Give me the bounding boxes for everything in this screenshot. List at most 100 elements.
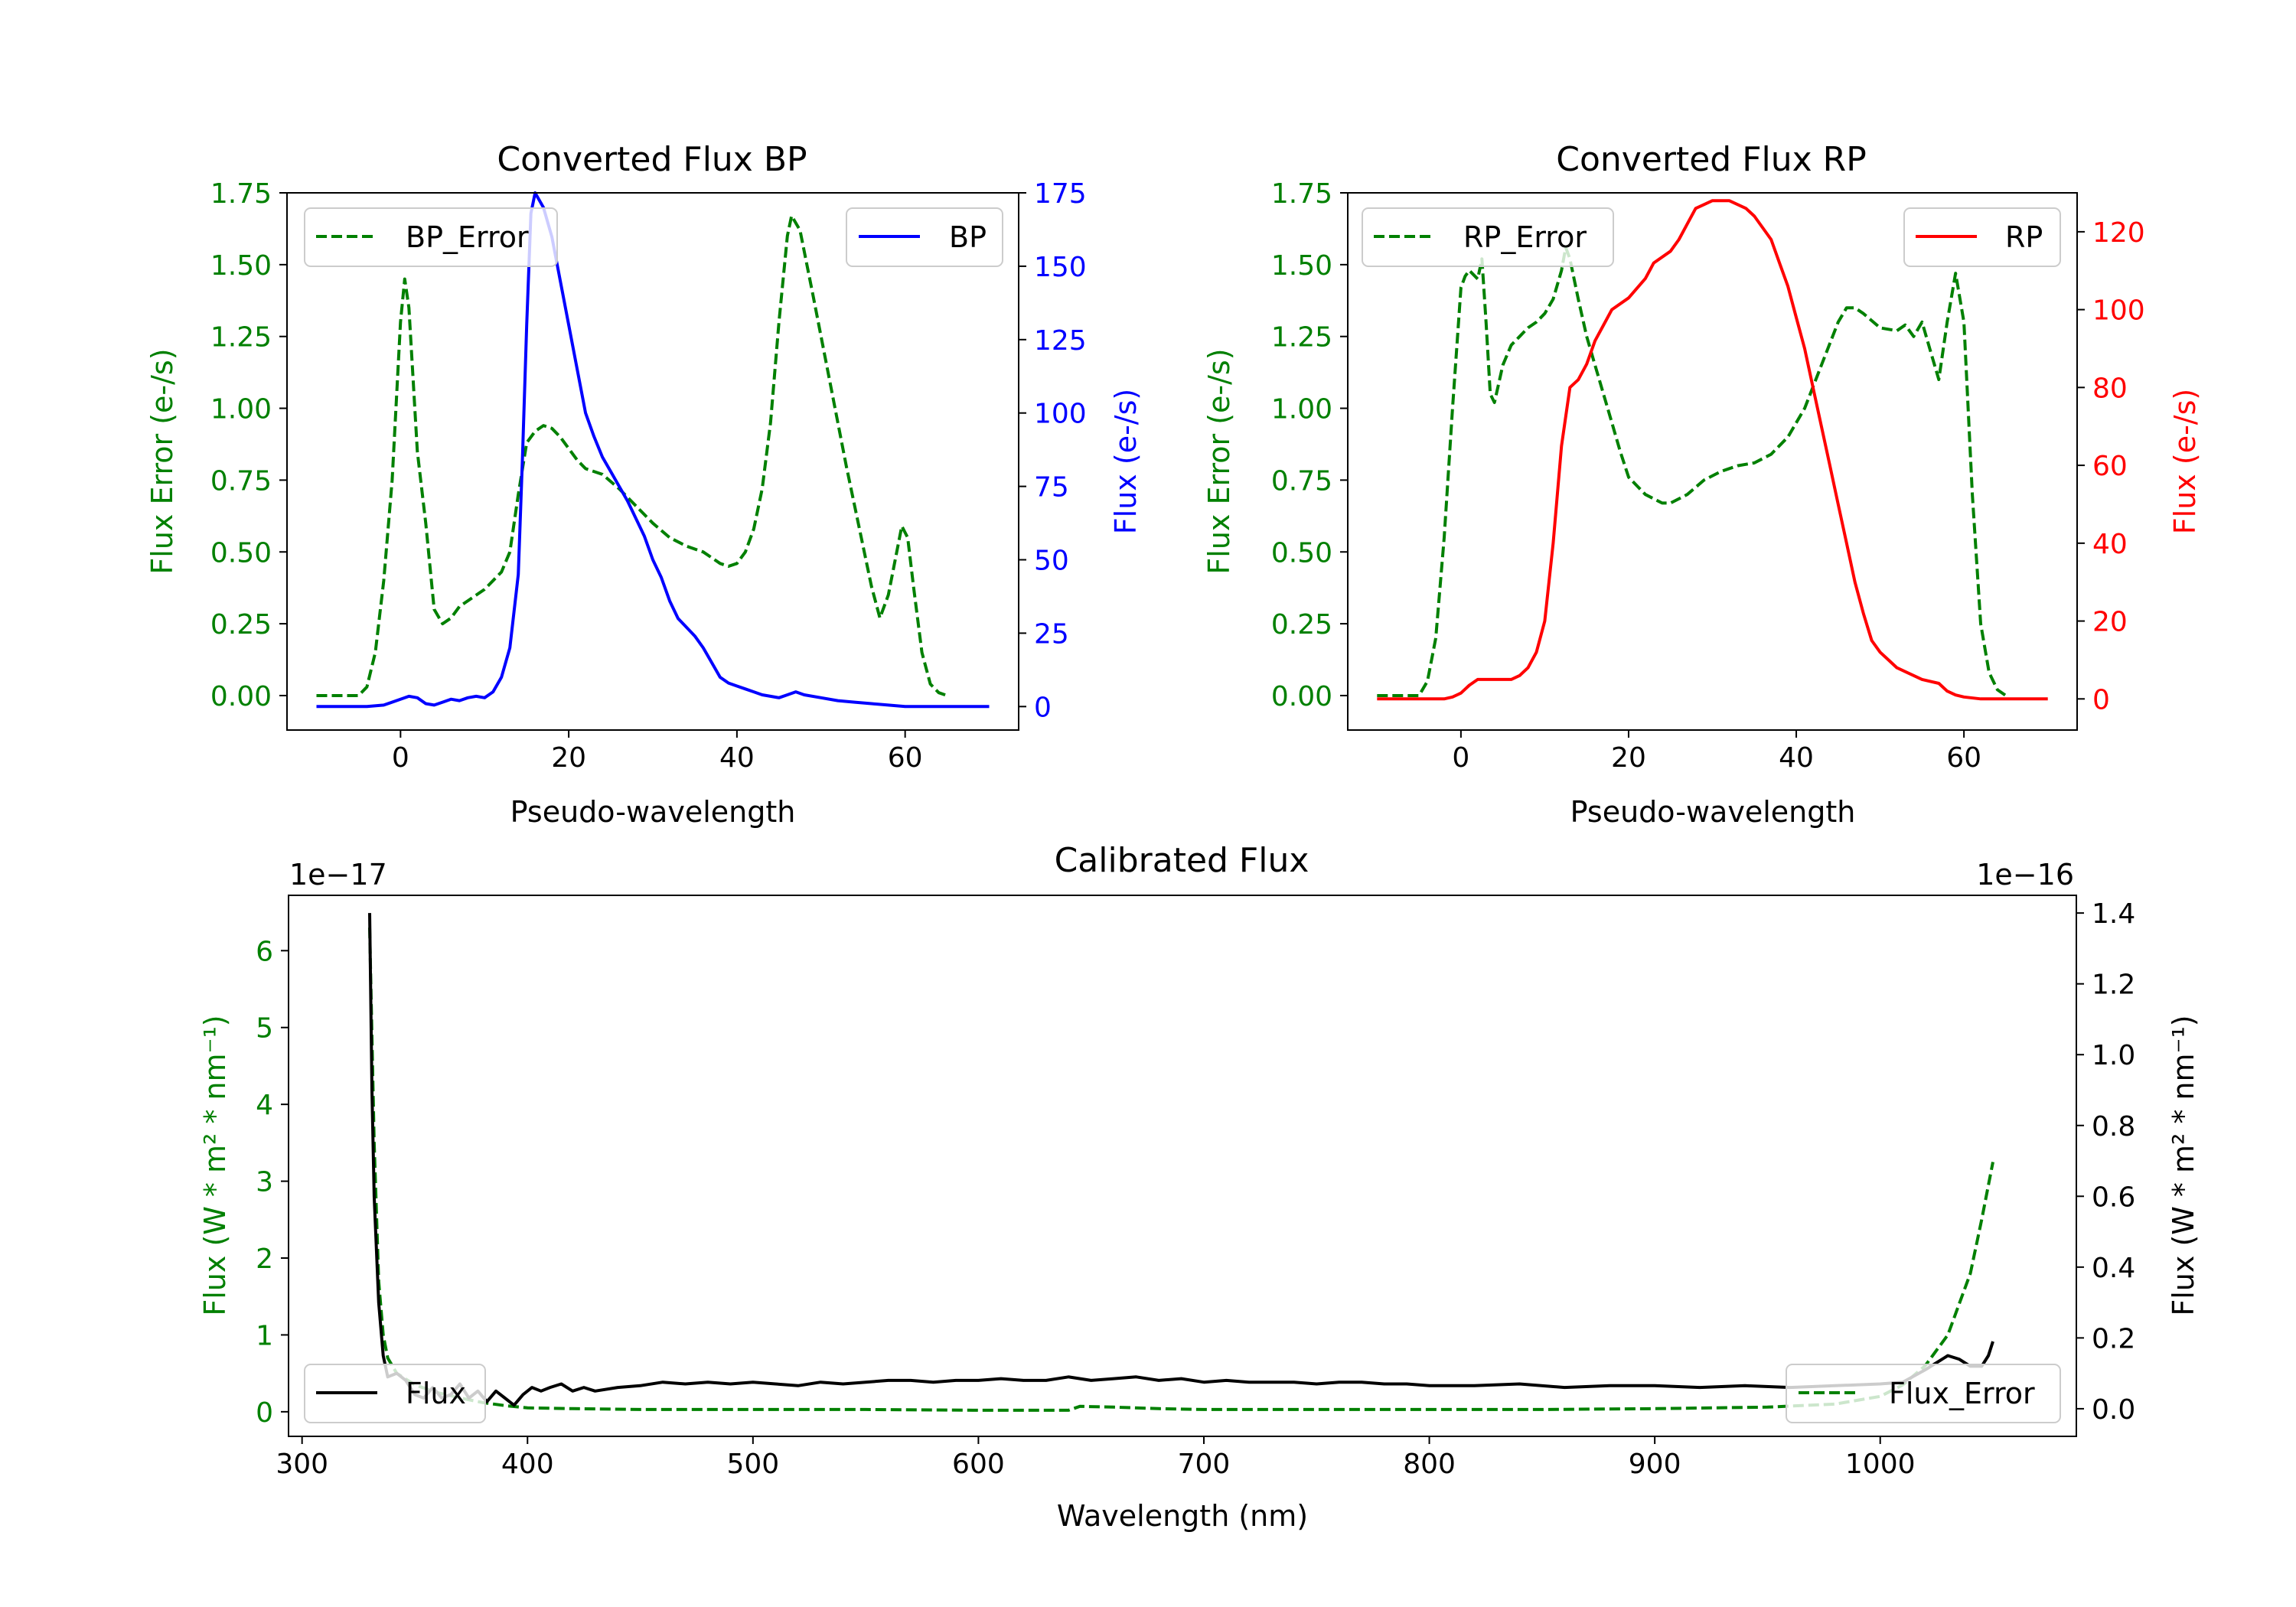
- cal-xtick-label: 700: [1178, 1449, 1231, 1480]
- bp-ticks-group: 0 20 40 60 0.00 0.25 0.50 0.75 1.00 1.25 1.50 1.75 0…: [210, 178, 1087, 774]
- bp-ytick-right-label: 0: [1034, 692, 1052, 723]
- cal-ylabel-right: Flux (W * m² * nm⁻¹): [2167, 1015, 2200, 1315]
- rp-series-rp: [1377, 199, 2048, 701]
- cal-offset-right: 1e−16: [1976, 858, 2074, 892]
- rp-xtick-label: 20: [1611, 742, 1646, 774]
- rp-axes-frame: [1347, 192, 2078, 731]
- cal-ytick-right-label: 1.0: [2092, 1040, 2135, 1071]
- cal-ytick-left-label: 4: [256, 1090, 273, 1121]
- bp-series-group: [316, 191, 990, 709]
- rp-xtick-label: 60: [1946, 742, 1981, 774]
- rp-series-group: [1377, 199, 2048, 701]
- bp-ytick-right-label: 50: [1034, 546, 1069, 577]
- cal-ticks-group: 300 400 500 600 700 800 900 1000 0 1 2 3 4 5 6 0.0 0.2 0.…: [256, 898, 2135, 1480]
- rp-legend-right: RP: [1903, 207, 2061, 267]
- cal-xtick-label: 400: [501, 1449, 554, 1480]
- bp-legend-right: BP: [846, 207, 1003, 267]
- cal-ytick-right-label: 0.0: [2092, 1394, 2135, 1426]
- bp-xtick-label: 40: [719, 742, 755, 774]
- cal-xtick-label: 900: [1629, 1449, 1681, 1480]
- rp-ytick-left-label: 1.25: [1271, 322, 1332, 354]
- rp-ytick-left-label: 0.75: [1271, 465, 1332, 497]
- rp-ytick-left-label: 1.00: [1271, 394, 1332, 425]
- cal-xtick-label: 800: [1403, 1449, 1456, 1480]
- cal-ytick-right-label: 0.8: [2092, 1111, 2135, 1143]
- cal-ytick-left-label: 5: [256, 1013, 273, 1045]
- cal-ytick-right-label: 1.4: [2092, 898, 2135, 930]
- cal-ytick-right-label: 0.4: [2092, 1253, 2135, 1284]
- bp-xtick-label: 0: [392, 742, 409, 774]
- bp-legend-left-label: BP_Error: [406, 220, 529, 254]
- cal-ytick-left-label: 6: [256, 936, 273, 967]
- cal-ytick-left-label: 0: [256, 1397, 273, 1429]
- rp-ytick-left-label: 0.00: [1271, 681, 1332, 712]
- bp-ytick-right-label: 175: [1034, 178, 1087, 210]
- cal-xtick-label: 600: [952, 1449, 1005, 1480]
- rp-ylabel-left: Flux Error (e-/s): [1202, 348, 1236, 574]
- rp-xlabel: Pseudo-wavelength: [1570, 795, 1856, 829]
- cal-ytick-left-label: 2: [256, 1244, 273, 1275]
- rp-ytick-right-label: 100: [2092, 295, 2145, 327]
- bp-ytick-right-label: 150: [1034, 252, 1087, 283]
- bp-xtick-label: 20: [551, 742, 586, 774]
- bp-ytick-left-label: 1.50: [210, 250, 272, 282]
- bp-axes-frame: [286, 192, 1019, 731]
- rp-ytick-left-label: 1.50: [1271, 250, 1332, 282]
- rp-ytick-right-label: 120: [2092, 217, 2145, 249]
- bp-ytick-left-label: 0.50: [210, 537, 272, 569]
- bp-ytick-right-label: 25: [1034, 618, 1069, 650]
- bp-xtick-label: 60: [888, 742, 923, 774]
- cal-legend-right-label: Flux_Error: [1889, 1377, 2035, 1410]
- rp-xtick-label: 40: [1779, 742, 1814, 774]
- bp-ylabel-right: Flux (e-/s): [1109, 389, 1143, 534]
- rp-ytick-right-label: 80: [2092, 373, 2128, 404]
- rp-ytick-left-label: 1.75: [1271, 178, 1332, 210]
- bp-ytick-left-label: 1.00: [210, 394, 272, 425]
- cal-offset-left: 1e−17: [289, 858, 387, 892]
- cal-ytick-right-label: 0.2: [2092, 1323, 2135, 1354]
- rp-legend-left-label: RP_Error: [1463, 220, 1587, 254]
- rp-xtick-label: 0: [1452, 742, 1469, 774]
- cal-title: Calibrated Flux: [1055, 841, 1309, 880]
- bp-xlabel: Pseudo-wavelength: [510, 795, 796, 829]
- bp-legend-right-label: BP: [949, 220, 987, 254]
- cal-xlabel: Wavelength (nm): [1057, 1499, 1308, 1533]
- rp-ytick-left-label: 0.50: [1271, 537, 1332, 569]
- bp-ytick-left-label: 1.25: [210, 322, 272, 354]
- bp-series-bp: [316, 191, 990, 709]
- panel-rp: Converted Flux RP 0 20 40 60 0.00 0.25 0.50 0.7…: [1202, 140, 2202, 829]
- rp-series-rp-error: [1377, 246, 2007, 697]
- bp-legend-left: BP_Error: [304, 207, 558, 267]
- cal-xtick-label: 1000: [1845, 1449, 1916, 1480]
- bp-ytick-left-label: 1.75: [210, 178, 272, 210]
- cal-xtick-label: 300: [276, 1449, 328, 1480]
- cal-legend-left-label: Flux: [406, 1377, 466, 1410]
- bp-ylabel-left: Flux Error (e-/s): [145, 348, 179, 574]
- cal-ytick-left-label: 3: [256, 1167, 273, 1198]
- bp-ytick-left-label: 0.00: [210, 681, 272, 712]
- cal-xtick-label: 500: [726, 1449, 779, 1480]
- bp-ytick-right-label: 100: [1034, 399, 1087, 430]
- cal-axes-frame: [288, 895, 2077, 1437]
- bp-ytick-left-label: 0.75: [210, 465, 272, 497]
- rp-ticks-group: 0 20 40 60 0.00 0.25 0.50 0.75 1.00 1.25 1.50 1.75 0…: [1271, 178, 2145, 774]
- rp-ytick-right-label: 0: [2092, 684, 2110, 715]
- rp-ytick-right-label: 60: [2092, 451, 2128, 482]
- cal-ytick-right-label: 0.6: [2092, 1182, 2135, 1213]
- cal-legend-left: Flux: [304, 1364, 486, 1423]
- rp-ytick-right-label: 20: [2092, 607, 2128, 638]
- bp-ytick-right-label: 75: [1034, 472, 1069, 504]
- rp-title: Converted Flux RP: [1556, 140, 1867, 179]
- rp-legend-left: RP_Error: [1362, 207, 1614, 267]
- bp-ytick-left-label: 0.25: [210, 609, 272, 641]
- panel-bp: Converted Flux BP 0 20 40 60 0.00 0.25 0.50 0.7…: [145, 140, 1143, 829]
- bp-ytick-right-label: 125: [1034, 325, 1087, 357]
- rp-ytick-right-label: 40: [2092, 529, 2128, 560]
- rp-ytick-left-label: 0.25: [1271, 609, 1332, 641]
- bp-title: Converted Flux BP: [497, 140, 807, 179]
- cal-ytick-left-label: 1: [256, 1320, 273, 1351]
- panel-calibrated: Calibrated Flux 1e−17 1e−16 300 400 500 600…: [198, 841, 2200, 1533]
- rp-ylabel-right: Flux (e-/s): [2168, 389, 2202, 534]
- rp-legend-right-label: RP: [2005, 220, 2043, 254]
